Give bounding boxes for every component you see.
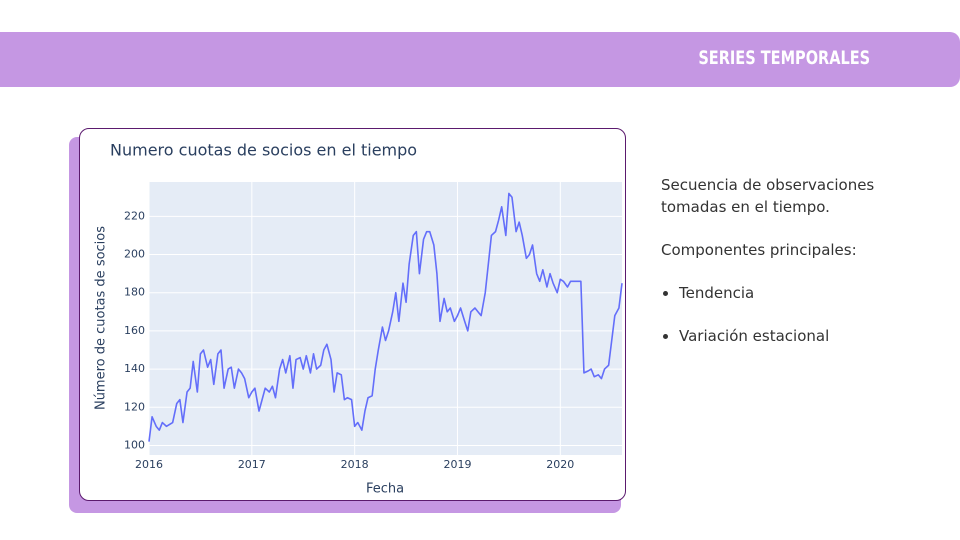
plot-area: [149, 182, 622, 455]
y-tick-label: 100: [124, 438, 145, 451]
bullet: Variación estacional: [679, 325, 901, 347]
banner-title: SERIES TEMPORALES: [698, 47, 870, 69]
x-tick-label: 2016: [135, 458, 163, 471]
side-text: Secuencia de observaciones tomadas en el…: [661, 174, 901, 368]
bullet: Tendencia: [679, 282, 901, 304]
x-tick-label: 2017: [238, 458, 266, 471]
x-tick-label: 2019: [443, 458, 471, 471]
x-tick-label: 2020: [546, 458, 574, 471]
y-axis-label: Número de cuotas de socios: [94, 226, 109, 410]
chart-title: Numero cuotas de socios en el tiempo: [110, 141, 417, 160]
subheading: Componentes principales:: [661, 241, 857, 259]
y-tick-label: 120: [124, 400, 145, 413]
y-tick-label: 220: [124, 209, 145, 222]
y-tick-label: 140: [124, 362, 145, 375]
x-axis-label: Fecha: [366, 482, 404, 497]
paragraph: Secuencia de observaciones tomadas en el…: [661, 176, 875, 216]
banner: SERIES TEMPORALES: [0, 32, 960, 87]
line-series: [148, 192, 623, 442]
y-tick-label: 160: [124, 324, 145, 337]
x-tick-label: 2018: [341, 458, 369, 471]
y-tick-label: 180: [124, 286, 145, 299]
y-tick-label: 200: [124, 248, 145, 261]
bullet-list: Tendencia Variación estacional: [661, 282, 901, 347]
